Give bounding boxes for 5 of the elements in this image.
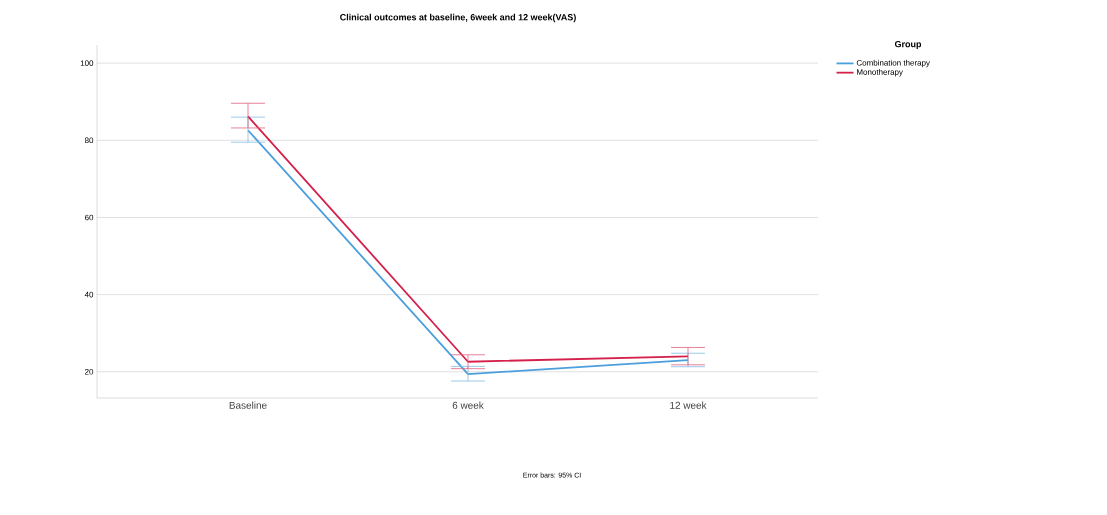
x-tick-label: 12 week xyxy=(670,401,707,409)
x-tick-label: Baseline xyxy=(229,401,267,409)
legend-title: Group xyxy=(894,40,922,50)
x-tick-label: 6 week xyxy=(452,401,484,409)
chart-title: Clinical outcomes at baseline, 6week and 12 week(VAS) xyxy=(340,13,576,23)
